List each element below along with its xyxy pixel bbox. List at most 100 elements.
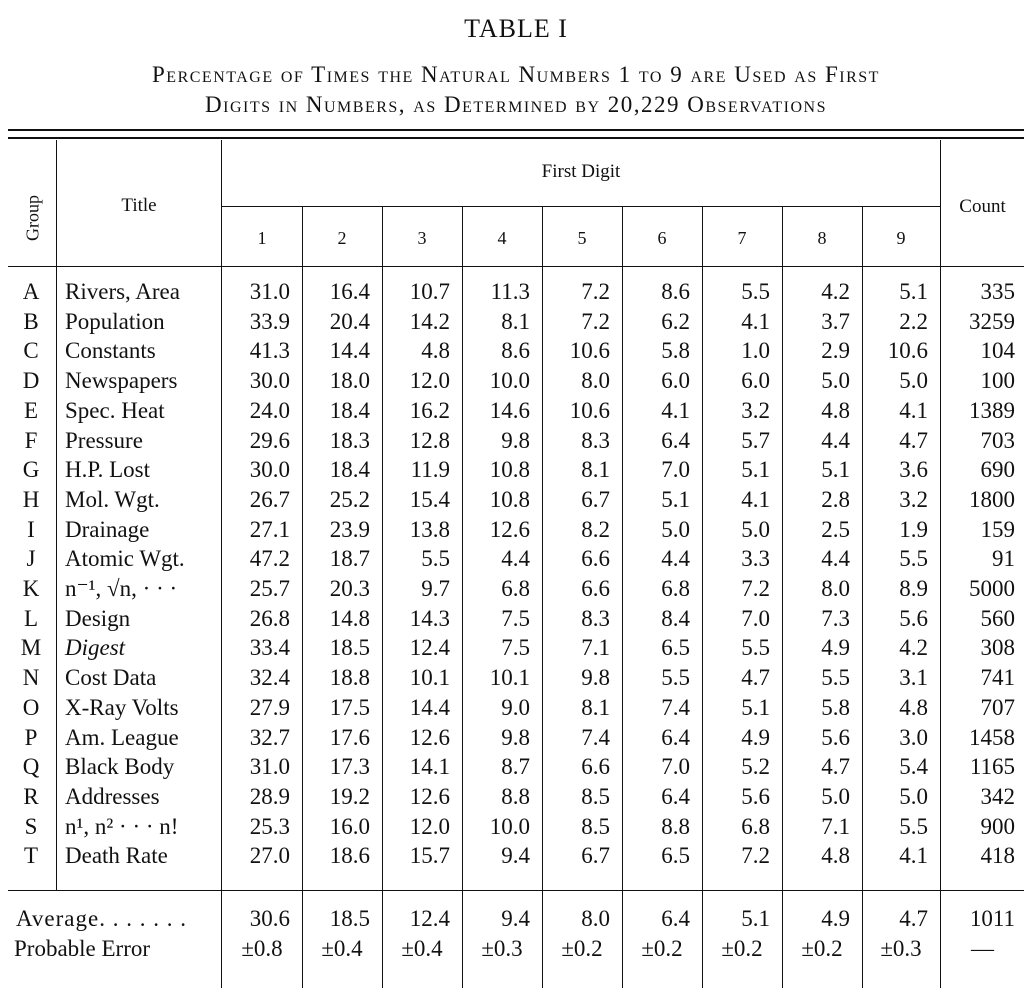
row-count: 100 [980,368,1016,393]
row-count: 91 [992,546,1015,571]
digit-value: 8.5 [581,814,610,839]
caption-line-1: Percentage of Times the Natural Numbers … [152,62,880,87]
digit-value: 15.7 [409,843,450,868]
digit-value: 5.1 [741,457,770,482]
digit-value: 7.4 [581,725,610,750]
row-title: n¹, n² · · · n! [65,814,179,839]
digit-col-sep [302,207,303,988]
digit-value: 18.0 [329,368,370,393]
header-divider [8,266,1024,267]
digit-value: 9.7 [421,576,450,601]
digit-value: 4.4 [821,428,850,453]
digit-value: 20.3 [329,576,370,601]
digit-value: 28.9 [249,784,290,809]
digit-value: 8.4 [661,606,690,631]
digit-value: 4.7 [821,754,850,779]
digit-header: 6 [657,228,667,248]
row-title: H.P. Lost [65,457,150,482]
digit-value: 17.5 [329,695,370,720]
digit-value: 4.8 [821,398,850,423]
digit-value: 2.9 [821,338,850,363]
digit-value: 6.8 [501,576,530,601]
digit-value: 5.5 [421,546,450,571]
digit-value: 16.2 [409,398,450,423]
digit-value: 4.7 [899,428,928,453]
digit-value: 15.4 [409,487,450,512]
digit-value: 18.6 [329,843,370,868]
digit-value: 14.3 [409,606,450,631]
digit-value: 2.2 [899,309,928,334]
digit-value: 20.4 [329,309,370,334]
digit-value: 9.0 [501,695,530,720]
digit-value: 18.8 [329,665,370,690]
digit-value: 5.6 [899,606,928,631]
digit-value: 9.8 [581,665,610,690]
digit-value: 33.4 [249,635,290,660]
digit-value: 4.9 [821,635,850,660]
digit-value: 7.2 [581,309,610,334]
digit-value: 14.8 [329,606,370,631]
row-count: 342 [980,784,1016,809]
average-value: 9.4 [501,906,530,931]
digit-value: 17.6 [329,725,370,750]
digit-value: 24.0 [249,398,290,423]
top-rule-1 [8,129,1024,131]
digit-value: 3.6 [899,457,928,482]
digit-value: 18.4 [329,398,370,423]
digit-value: 8.9 [899,576,928,601]
digit-col-sep [622,207,623,988]
digit-value: 8.3 [581,606,610,631]
probable-error-label: Probable Error [14,936,151,961]
digit-value: 4.1 [899,843,928,868]
digit-value: 12.4 [409,635,450,660]
digit-col-sep [382,207,383,988]
row-title: Digest [65,635,126,660]
digit-value: 5.0 [661,517,690,542]
row-title: Mol. Wgt. [65,487,160,512]
digit-value: 5.4 [899,754,928,779]
row-count: 1458 [969,725,1015,750]
digit-value: 18.5 [329,635,370,660]
digit-value: 10.1 [409,665,450,690]
group-letter: P [24,725,38,750]
digit-value: 4.2 [899,635,928,660]
average-value: 12.4 [409,906,450,931]
digit-value: 8.0 [581,368,610,393]
digit-value: 5.8 [661,338,690,363]
digit-value: 6.4 [661,784,690,809]
digit-value: 27.9 [249,695,290,720]
digit-value: 5.7 [741,428,770,453]
digit-value: 6.6 [581,754,610,779]
average-value: 30.6 [249,906,290,931]
digit-value: 7.2 [741,843,770,868]
digit-value: 14.4 [329,338,370,363]
digit-value: 3.2 [899,487,928,512]
digit-value: 27.0 [249,843,290,868]
digit-value: 31.0 [249,754,290,779]
row-count: 308 [980,635,1016,660]
digit-value: 5.0 [899,368,928,393]
digit-value: 29.6 [249,428,290,453]
group-letter: F [24,428,38,453]
digit-value: 7.1 [821,814,850,839]
group-letter: T [23,843,39,868]
digit-value: 7.1 [581,635,610,660]
digit-value: 6.4 [661,725,690,750]
digit-value: 9.8 [501,428,530,453]
row-count: 900 [980,814,1016,839]
digit-value: 32.7 [249,725,290,750]
digit-value: 27.1 [249,517,290,542]
digit-value: 8.2 [581,517,610,542]
group-letter: Q [22,754,40,779]
digit-value: 10.8 [489,487,530,512]
digit-value: 18.4 [329,457,370,482]
digit-value: 16.4 [329,279,370,304]
table-label: TABLE I [464,14,568,43]
group-letter: R [23,784,39,809]
digit-value: 4.1 [661,398,690,423]
digit-value: 10.6 [569,338,610,363]
digit-value: 6.5 [661,843,690,868]
digit-value: 5.2 [741,754,770,779]
digit-value: 10.0 [489,814,530,839]
digit-value: 7.5 [501,606,530,631]
